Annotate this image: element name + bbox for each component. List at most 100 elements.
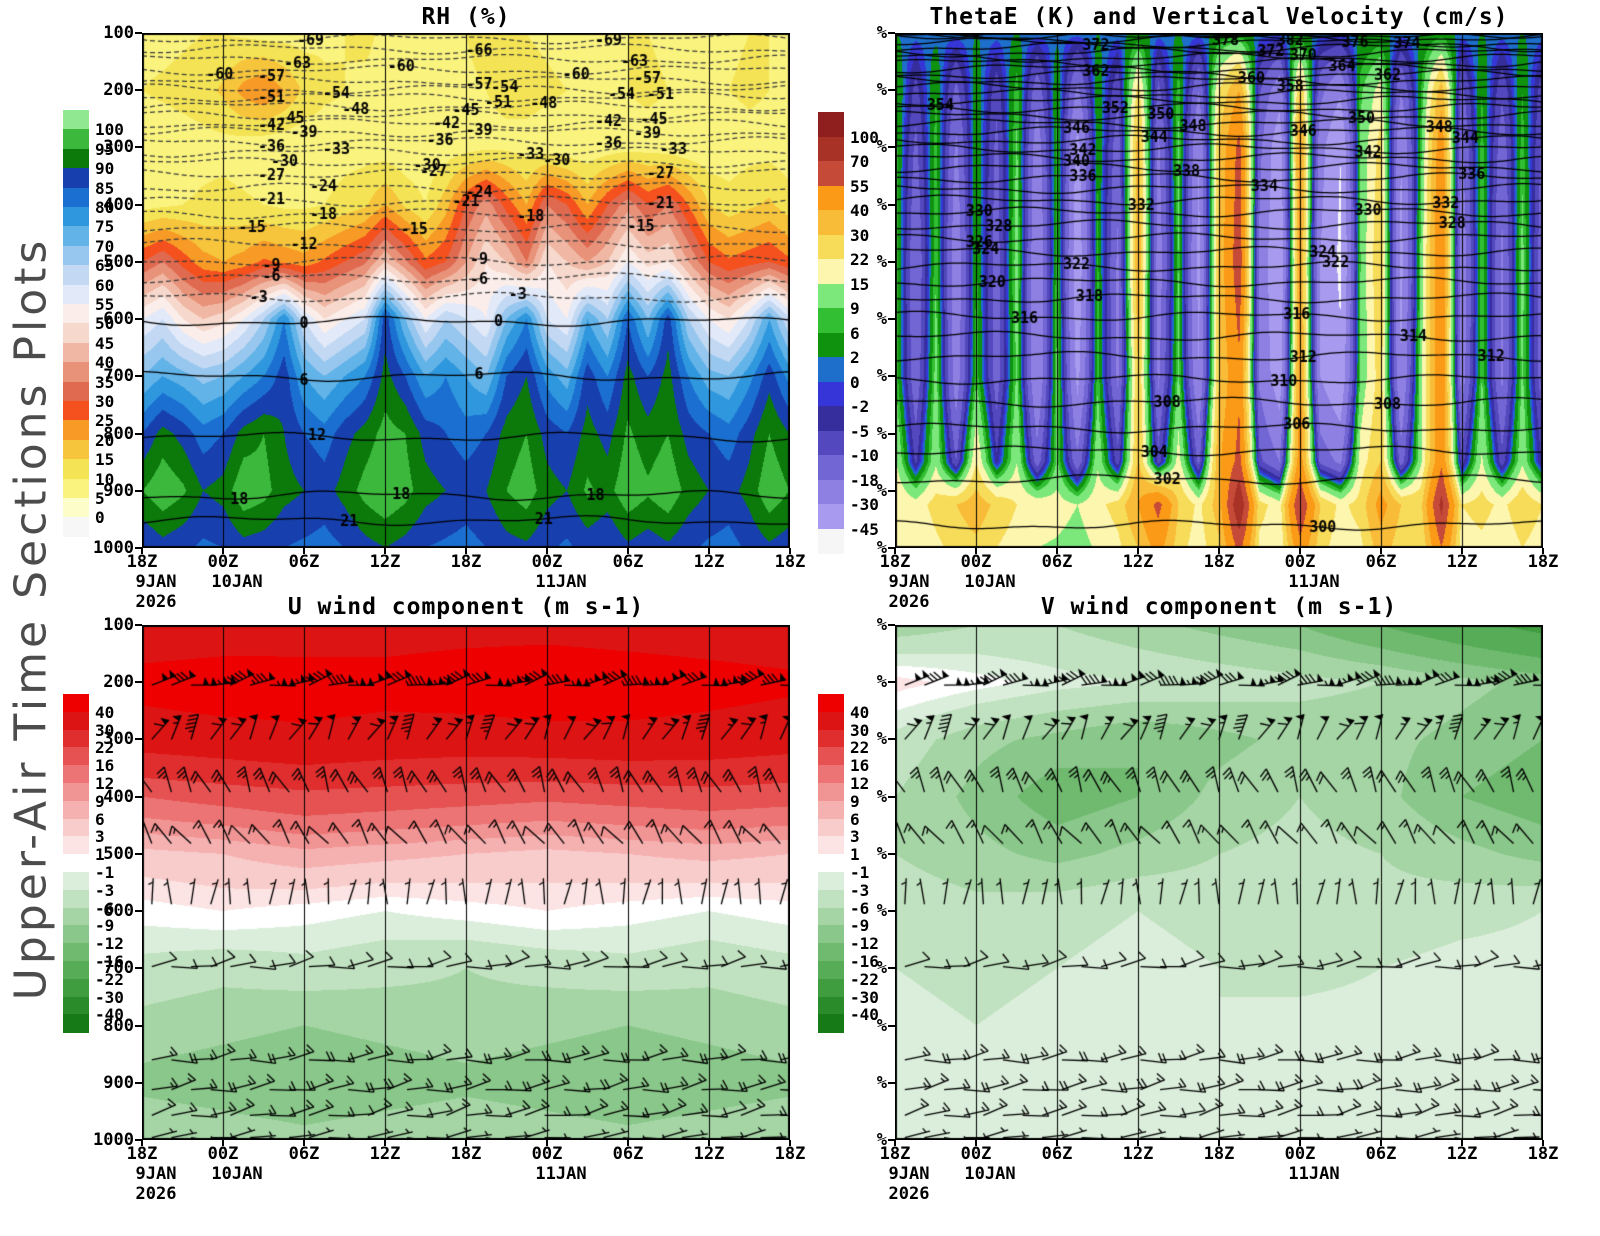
thetae-vv-colorbar-swatch — [818, 430, 844, 456]
v-wind-colorbar-label: 30 — [850, 720, 870, 740]
thetae-vv-colorbar-label: 9 — [850, 299, 860, 318]
v-wind-x-tick-label: 00Z — [1284, 1144, 1316, 1164]
rh-y-tick-mark — [135, 203, 142, 206]
u-wind-x-tick-mark — [465, 1140, 467, 1146]
thetae-vv-x-tick-mark — [894, 548, 896, 554]
thetae-vv-colorbar-label: -5 — [850, 421, 870, 441]
thetae-vv-x-tick-label: 12Z — [1122, 552, 1154, 572]
thetae-vv-y-tick-label: % — [876, 423, 887, 444]
thetae-vv-x-tick-mark — [1299, 548, 1301, 554]
u-wind-colorbar-label: 12 — [95, 774, 115, 793]
v-wind-x-tick-label: 18Z — [1527, 1144, 1559, 1164]
u-wind-x-tick-mark — [141, 1140, 143, 1146]
rh-y-tick-mark — [135, 547, 142, 549]
thetae-vv-colorbar-label: 22 — [850, 250, 870, 269]
u-wind-x-tick-mark — [789, 1140, 791, 1146]
thetae-vv-x-tick-label: 06Z — [1365, 552, 1397, 572]
thetae-vv-x-tick-mark — [1461, 548, 1463, 554]
thetae-vv-colorbar-label: -10 — [850, 446, 879, 465]
thetae-vv-colorbar-label: 100 — [850, 127, 879, 147]
v-wind-y-tick-label: % — [876, 1015, 887, 1036]
v-wind-x-year-label: 2026 — [888, 1184, 930, 1204]
v-wind-colorbar-swatch — [818, 711, 844, 731]
rh-y-tick-label: 200 — [103, 80, 134, 101]
thetae-vv-y-tick-mark — [888, 146, 895, 149]
u-wind-x-tick-label: 00Z — [207, 1144, 239, 1164]
u-wind-y-tick-mark — [135, 1081, 142, 1084]
v-wind-x-tick-label: 12Z — [1446, 1144, 1478, 1164]
u-wind-y-tick-label: 600 — [103, 901, 134, 922]
v-wind-colorbar-swatch — [818, 854, 844, 873]
v-wind-x-tick-label: 06Z — [1365, 1144, 1397, 1164]
v-wind-y-tick-mark — [888, 1139, 895, 1141]
thetae-vv-x-tick-mark — [1542, 548, 1544, 554]
v-wind-y-tick-mark — [888, 852, 895, 855]
thetae-vv-y-tick-mark — [888, 203, 895, 206]
rh-y-tick-mark — [135, 260, 142, 263]
rh-y-tick-label: 1000 — [93, 538, 134, 558]
u-wind-x-date-label: 10JAN — [211, 1164, 263, 1184]
figure-side-label-text: Upper-Air Time Sections Plots — [5, 236, 57, 1000]
v-wind-colorbar-swatch — [818, 961, 844, 980]
rh-colorbar-label: 85 — [95, 178, 115, 198]
rh-x-tick-label: 18Z — [450, 552, 482, 572]
rh-x-tick-mark — [627, 548, 629, 554]
v-wind-x-tick-label: 00Z — [960, 1144, 992, 1164]
v-wind-colorbar-swatch — [818, 996, 844, 1015]
v-wind-y-tick-label: % — [876, 729, 887, 750]
u-wind-x-tick-mark — [222, 1140, 224, 1146]
u-wind-colorbar-label: -9 — [95, 916, 115, 936]
thetae-vv-colorbar-swatch — [818, 283, 844, 309]
u-wind-colorbar-swatch — [63, 961, 89, 980]
thetae-vv-x-tick-mark — [1137, 548, 1139, 554]
v-wind-colorbar-swatch — [818, 943, 844, 962]
thetae-vv-colorbar-swatch — [818, 357, 844, 382]
u-wind-x-year-label: 2026 — [135, 1184, 177, 1204]
u-wind-colorbar-swatch — [63, 783, 89, 802]
thetae-vv-colorbar-swatch — [818, 308, 844, 333]
u-wind-y-tick-label: 800 — [103, 1015, 134, 1036]
rh-colorbar-swatch — [63, 110, 89, 130]
u-wind-panel-title: U wind component (m s-1) — [287, 594, 645, 620]
u-wind-x-tick-label: 06Z — [612, 1144, 644, 1164]
thetae-vv-colorbar-swatch — [818, 161, 844, 186]
u-wind-y-tick-mark — [135, 852, 142, 855]
rh-x-tick-label: 06Z — [612, 552, 644, 572]
thetae-vv-y-tick-mark — [888, 432, 895, 435]
rh-colorbar-swatch — [63, 439, 89, 460]
thetae-vv-y-tick-label: % — [876, 194, 887, 215]
thetae-vv-y-tick-label: % — [876, 538, 887, 558]
u-wind-colorbar-swatch — [63, 1014, 89, 1033]
v-wind-colorbar-label: -1 — [850, 863, 870, 882]
v-wind-colorbar-label: 1 — [850, 845, 860, 865]
v-wind-colorbar-label: -9 — [850, 916, 870, 936]
thetae-vv-colorbar-swatch — [818, 259, 844, 284]
u-wind-y-tick-label: 500 — [103, 843, 134, 864]
thetae-vv-x-tick-mark — [1380, 548, 1382, 554]
rh-colorbar-swatch — [63, 304, 89, 324]
thetae-vv-colorbar-swatch — [818, 210, 844, 235]
thetae-vv-y-tick-mark — [888, 375, 895, 378]
rh-colorbar-label: 25 — [95, 411, 115, 431]
rh-colorbar-label: 10 — [95, 469, 115, 489]
u-wind-colorbar-label: 22 — [95, 738, 115, 758]
v-wind-x-tick-mark — [1218, 1140, 1220, 1146]
rh-colorbar-swatch — [63, 187, 89, 208]
u-wind-colorbar-label: -22 — [95, 969, 124, 989]
v-wind-y-tick-mark — [888, 681, 895, 684]
u-wind-colorbar-label: 6 — [95, 809, 105, 829]
rh-y-tick-label: 900 — [103, 480, 134, 501]
u-wind-x-tick-label: 06Z — [288, 1144, 320, 1164]
thetae-vv-colorbar-swatch — [818, 185, 844, 211]
u-wind-colorbar-label: 16 — [95, 756, 115, 776]
u-wind-colorbar-label: -12 — [95, 934, 124, 954]
u-wind-x-tick-mark — [546, 1140, 548, 1146]
v-wind-x-tick-mark — [1056, 1140, 1058, 1146]
thetae-vv-y-tick-label: % — [876, 480, 887, 501]
rh-colorbar-swatch — [63, 245, 89, 266]
rh-colorbar-label: 15 — [95, 450, 115, 470]
thetae-vv-colorbar-swatch — [818, 528, 844, 554]
v-wind-y-tick-mark — [888, 1081, 895, 1084]
u-wind-colorbar-swatch — [63, 943, 89, 962]
